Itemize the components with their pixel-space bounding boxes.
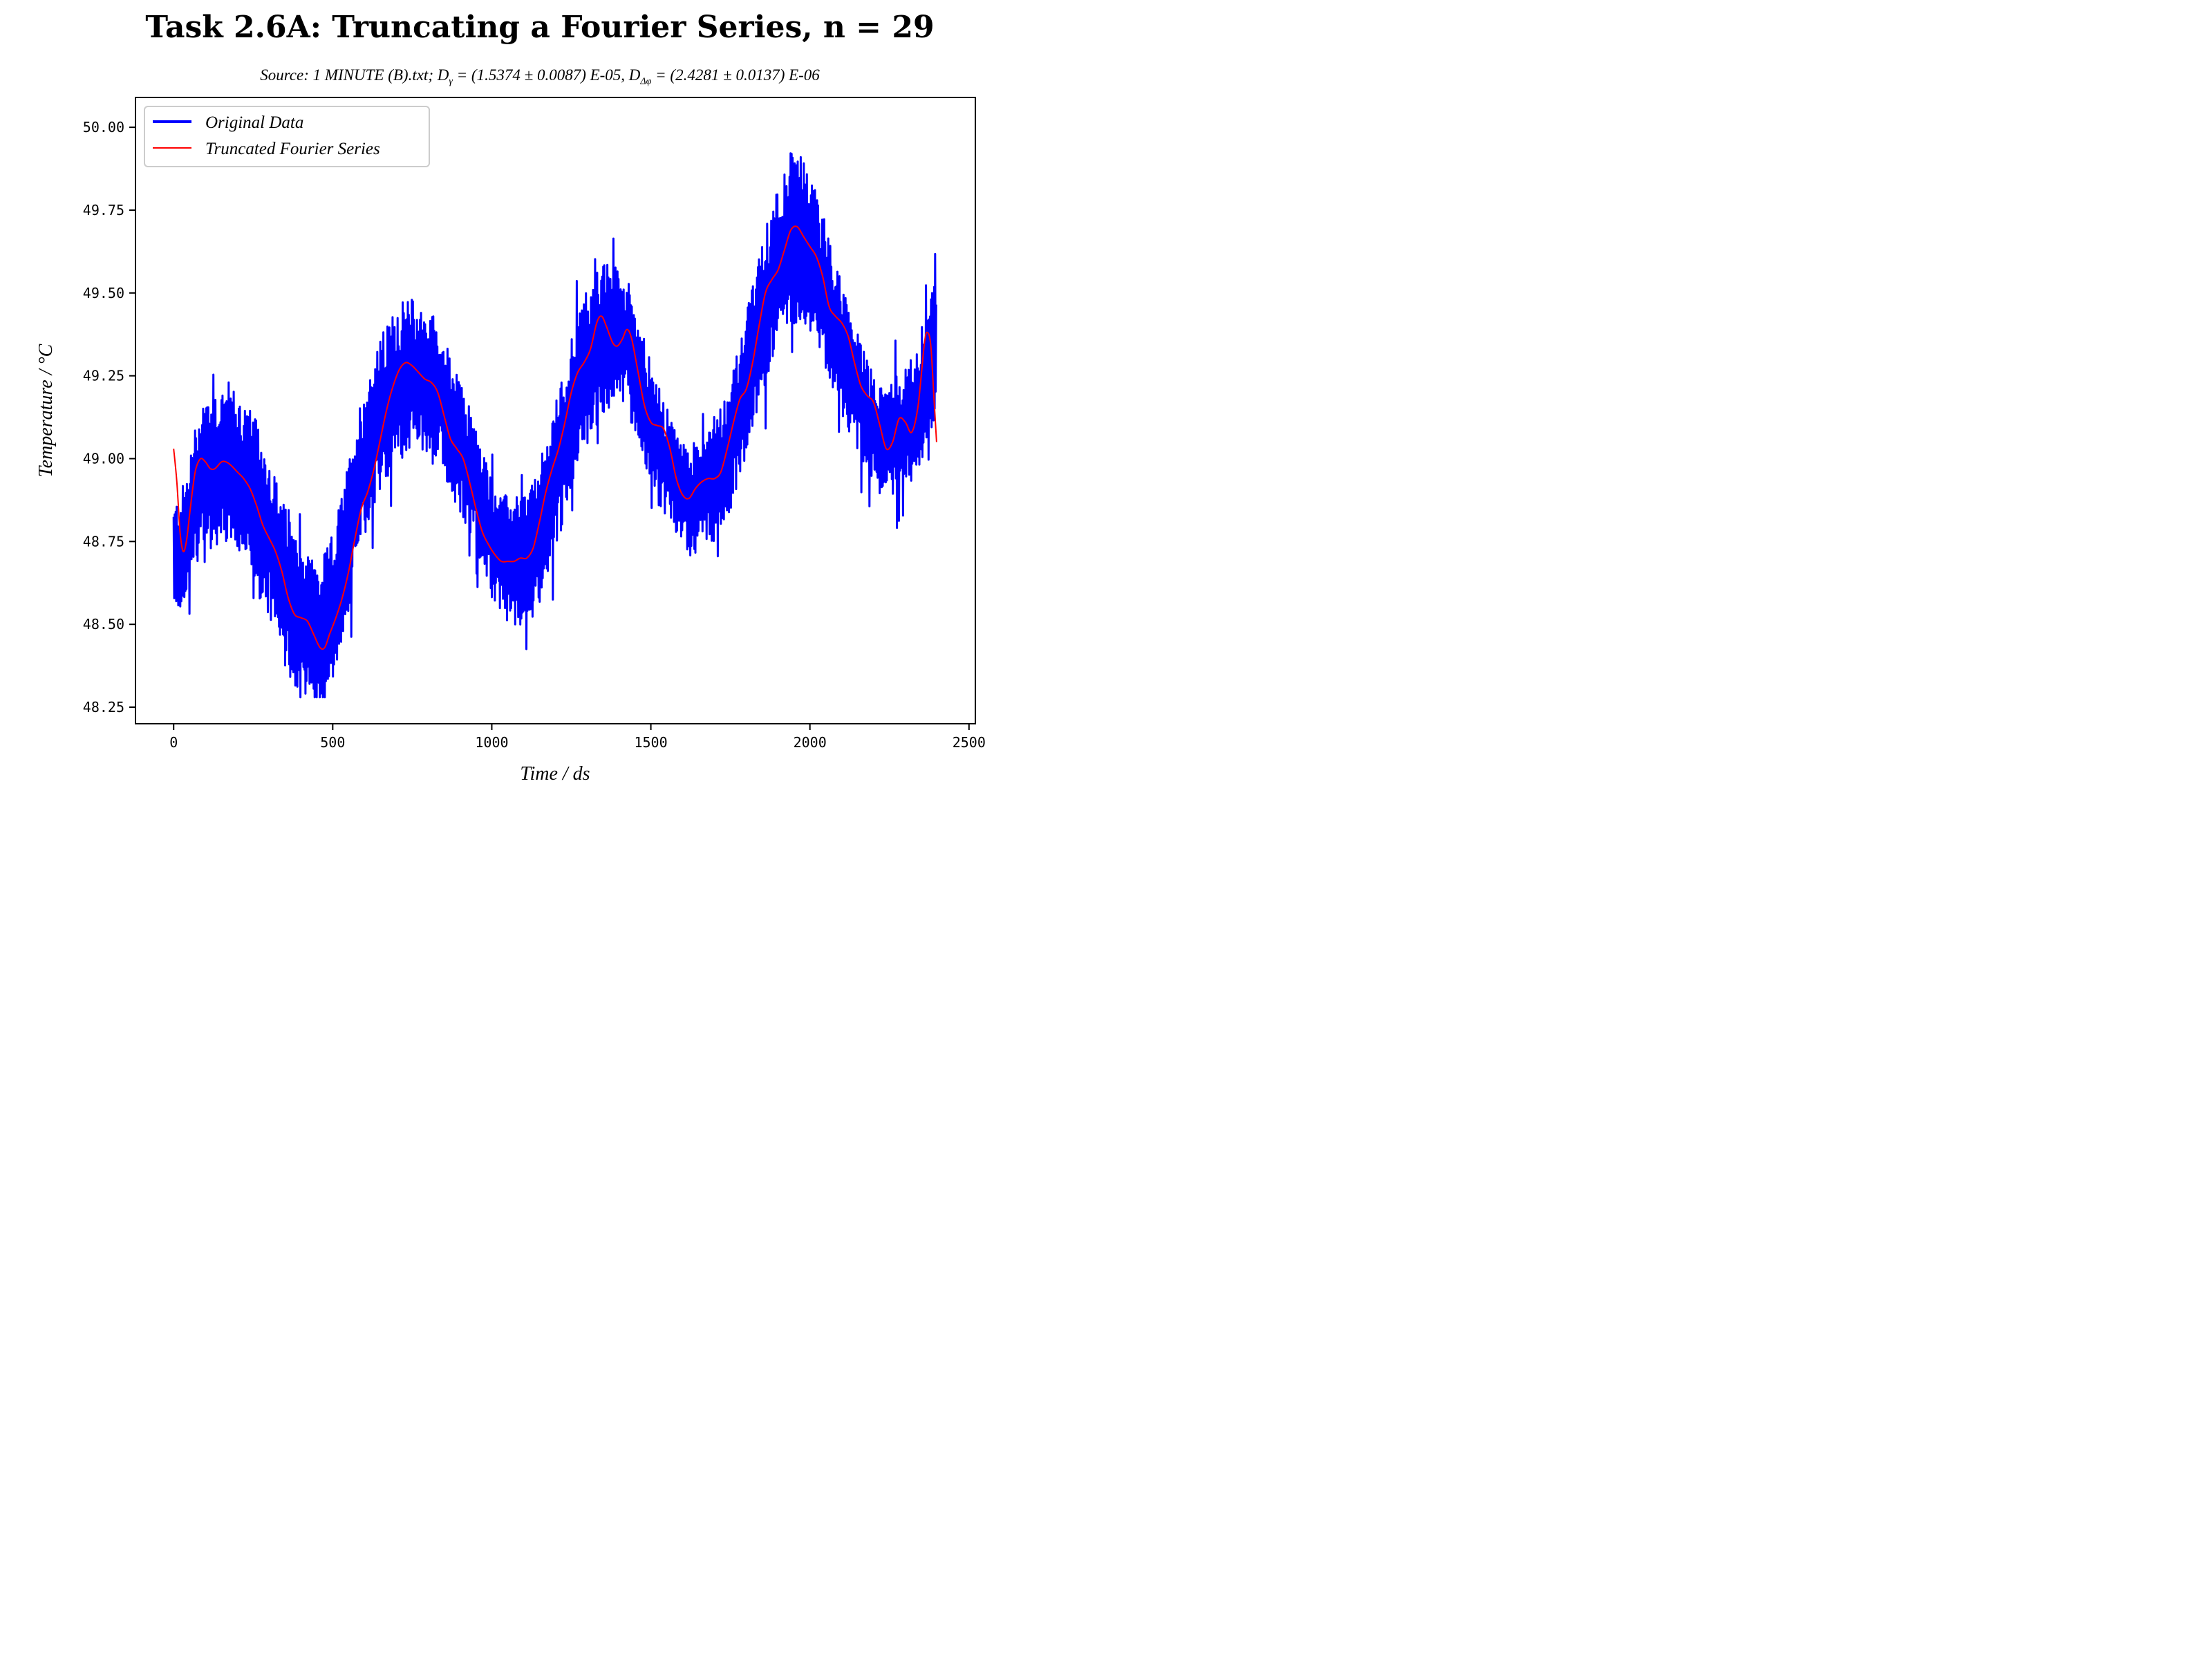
x-axis-label: Time / ds: [520, 763, 590, 785]
plot-svg: 0 500 1000 1500 2000 2500 48.25 48.50 48.75 49.0…: [35, 97, 986, 785]
y-tick-label: 50.00: [83, 119, 124, 135]
y-tick-label: 48.25: [83, 699, 124, 715]
legend-label-original: Original Data: [205, 113, 303, 132]
subtitle-mid: = (1.5374 ± 0.0087) E-05, D: [452, 66, 641, 84]
x-tick-label: 2500: [953, 734, 986, 751]
x-tick-label: 1500: [634, 734, 667, 751]
chart-title: Task 2.6A: Truncating a Fourier Series, …: [145, 10, 935, 45]
legend-box: [144, 106, 430, 167]
y-tick-label: 49.50: [83, 285, 124, 301]
x-tick-label: 0: [169, 734, 178, 751]
x-tick-label: 500: [320, 734, 345, 751]
y-tick-label: 49.00: [83, 451, 124, 467]
y-axis-label: Temperature / °C: [35, 344, 57, 477]
x-tick-label: 1000: [475, 734, 508, 751]
y-tick-label: 48.50: [83, 616, 124, 632]
subtitle-sub2: Δφ: [640, 76, 652, 87]
y-tick-label: 49.25: [83, 368, 124, 384]
x-tick-label: 2000: [794, 734, 827, 751]
subtitle-suffix: = (2.4281 ± 0.0137) E-06: [651, 66, 820, 84]
legend: Original Data Truncated Fourier Series: [144, 106, 430, 167]
chart-subtitle: Source: 1 MINUTE (B).txt; Dγ = (1.5374 ±…: [0, 66, 1080, 88]
chart-root: Task 2.6A: Truncating a Fourier Series, …: [0, 0, 1080, 809]
y-tick-label: 49.75: [83, 202, 124, 218]
legend-label-fourier: Truncated Fourier Series: [205, 140, 380, 158]
series-original-data: [172, 152, 937, 699]
subtitle-sub1: γ: [449, 76, 453, 87]
subtitle-prefix: Source: 1 MINUTE (B).txt; D: [260, 66, 449, 84]
y-tick-label: 48.75: [83, 533, 124, 550]
plot-frame: [135, 97, 976, 724]
series-truncated-fourier: [173, 225, 937, 650]
